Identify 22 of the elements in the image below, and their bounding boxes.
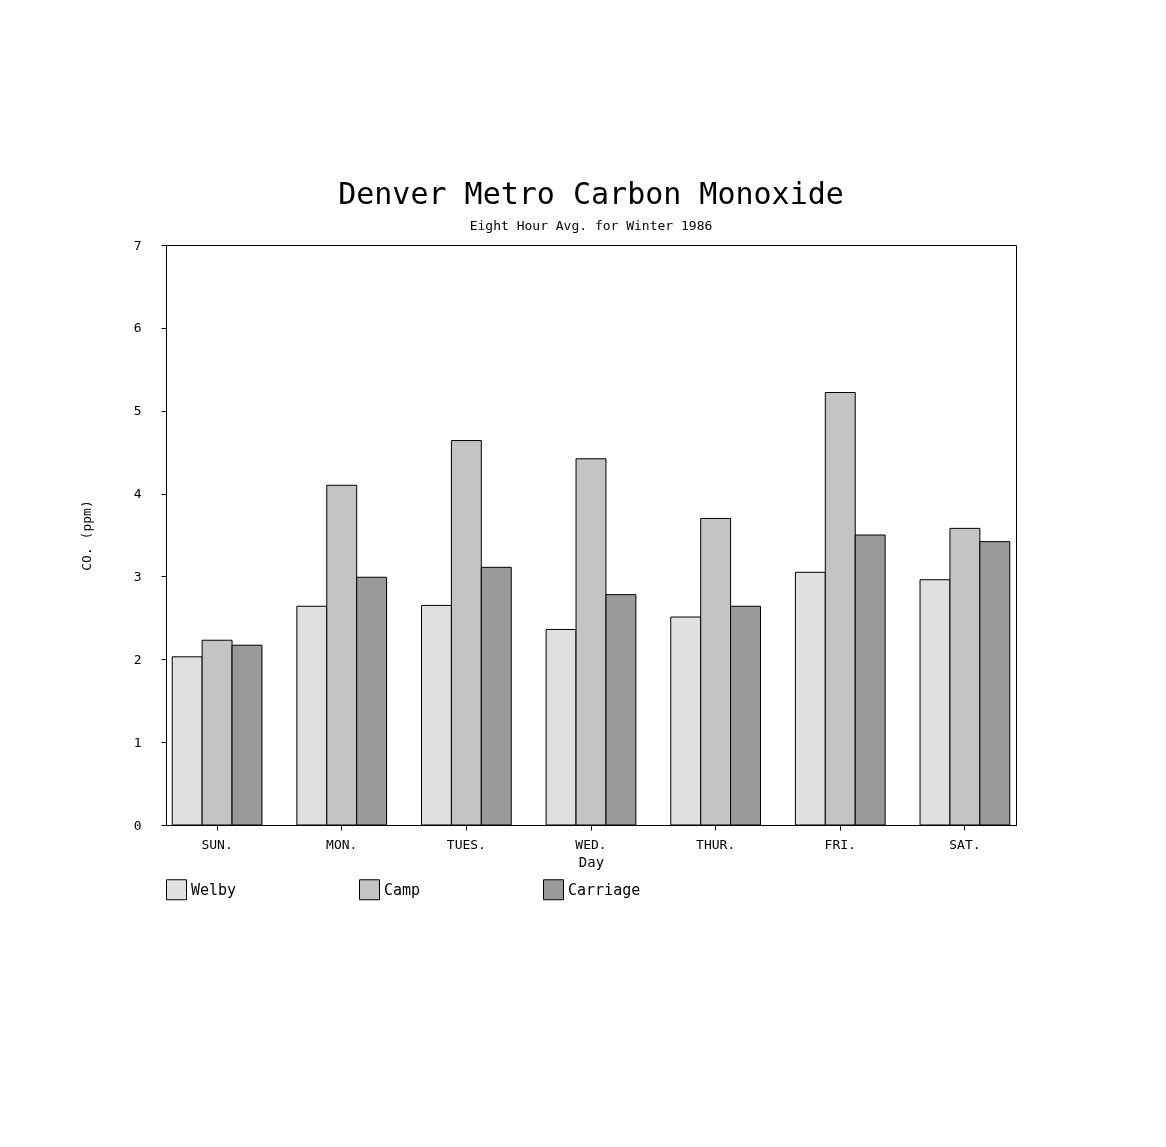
x-tick-label: SUN. [201, 836, 233, 852]
y-tick-label: 4 [133, 486, 142, 502]
legend-label: Welby [191, 880, 237, 899]
y-tick-label: 7 [133, 237, 142, 253]
legend-label: Carriage [568, 880, 641, 899]
y-tick-label: 1 [133, 734, 142, 750]
x-tick-label: MON. [326, 836, 358, 852]
x-axis-title: Day [578, 853, 605, 870]
x-tick-label: THUR. [696, 836, 736, 852]
chart-title: Denver Metro Carbon Monoxide [338, 176, 844, 211]
y-tick-label: 2 [133, 651, 142, 667]
y-tick-label: 5 [133, 403, 142, 419]
y-axis-title: CO. (ppm) [78, 500, 94, 571]
x-tick-label: WED. [575, 836, 607, 852]
x-tick-label: FRI. [824, 836, 856, 852]
x-tick-label: TUES. [446, 836, 486, 852]
y-tick-label: 6 [133, 320, 142, 336]
x-tick-label: SAT. [949, 836, 981, 852]
chart-subtitle: Eight Hour Avg. for Winter 1986 [469, 218, 713, 233]
y-tick-label: 3 [133, 568, 142, 584]
y-tick-label: 0 [133, 817, 142, 833]
legend-label: Camp [384, 880, 421, 899]
